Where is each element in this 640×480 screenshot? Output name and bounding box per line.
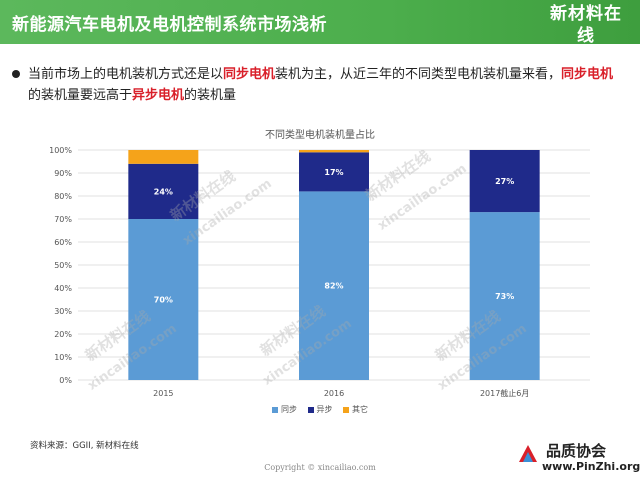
pinzhi-cn-text: 品质协会 bbox=[546, 442, 607, 460]
data-label: 27% bbox=[495, 177, 514, 186]
legend-label-async: 异步 bbox=[316, 405, 333, 414]
y-tick-label: 10% bbox=[54, 353, 72, 362]
legend-swatch-sync bbox=[271, 406, 278, 413]
chart-title: 不同类型电机装机量占比 bbox=[265, 130, 375, 141]
pinzhi-logo: 品质协会 www.PinZhi.org bbox=[516, 440, 640, 478]
y-tick-label: 20% bbox=[54, 330, 72, 339]
legend-item-async: 异步 bbox=[307, 404, 333, 415]
brand-logo: 新材料在线 xincailiao.com bbox=[542, 3, 630, 58]
bar-segment bbox=[299, 152, 369, 192]
y-tick-label: 70% bbox=[54, 215, 72, 224]
y-tick-label: 90% bbox=[54, 169, 72, 178]
highlight-sync-1: 同步电机 bbox=[223, 67, 276, 82]
bar-segment bbox=[128, 163, 199, 219]
data-label: 17% bbox=[324, 168, 343, 177]
y-tick-label: 30% bbox=[54, 307, 72, 316]
bar-segment bbox=[299, 150, 369, 153]
legend-swatch-other bbox=[343, 406, 350, 413]
legend-label-other: 其它 bbox=[352, 405, 369, 414]
legend-item-sync: 同步 bbox=[271, 404, 297, 415]
bar-segment bbox=[128, 150, 199, 164]
data-label: 82% bbox=[324, 282, 343, 291]
bar-segment bbox=[128, 219, 199, 380]
bar-segment bbox=[299, 191, 369, 380]
bullet-text-4: 的装机量 bbox=[184, 88, 237, 103]
chart-legend: 同步 异步 其它 bbox=[0, 404, 640, 415]
bullet-text-1: 当前市场上的电机装机方式还是以 bbox=[28, 67, 224, 82]
page-title: 新能源汽车电机及电机控制系统市场浅析 bbox=[12, 15, 327, 35]
bullet-text-3: 的装机量要远高于 bbox=[28, 88, 133, 103]
bullet-paragraph: 当前市场上的电机装机方式还是以同步电机装机为主，从近三年的不同类型电机装机量来看… bbox=[12, 64, 618, 106]
header-bar: 新能源汽车电机及电机控制系统市场浅析 新材料在线 xincailiao.com bbox=[0, 0, 640, 58]
bar-segment bbox=[469, 212, 540, 380]
source-note: 资料来源：GGII, 新材料在线 bbox=[30, 441, 139, 451]
data-label: 24% bbox=[154, 187, 173, 196]
bullet-dot-icon bbox=[12, 70, 20, 78]
pinzhi-emblem-icon bbox=[519, 445, 537, 462]
bullet-text-2: 装机为主，从近三年的不同类型电机装机量来看， bbox=[275, 67, 562, 82]
highlight-sync-2: 同步电机 bbox=[561, 67, 614, 82]
x-tick-label: 2016 bbox=[324, 389, 344, 398]
legend-swatch-async bbox=[307, 406, 314, 413]
y-tick-label: 50% bbox=[54, 261, 72, 270]
y-tick-label: 60% bbox=[54, 238, 72, 247]
data-label: 73% bbox=[495, 292, 514, 301]
logo-en-text: xincailiao.com bbox=[550, 47, 622, 58]
data-label: 70% bbox=[154, 296, 173, 305]
x-tick-label: 2017截止6月 bbox=[480, 388, 529, 398]
legend-label-sync: 同步 bbox=[280, 405, 297, 414]
x-tick-label: 2015 bbox=[153, 389, 173, 398]
pinzhi-url-text: www.PinZhi.org bbox=[542, 460, 640, 473]
y-tick-label: 80% bbox=[54, 192, 72, 201]
y-tick-label: 100% bbox=[49, 146, 72, 155]
bar-segment bbox=[469, 150, 540, 213]
copyright-text: Copyright © xincailiao.com bbox=[264, 463, 376, 472]
y-tick-label: 40% bbox=[54, 284, 72, 293]
highlight-async: 异步电机 bbox=[132, 88, 185, 103]
y-tick-label: 0% bbox=[59, 376, 72, 385]
legend-item-other: 其它 bbox=[343, 404, 368, 415]
logo-cn-text: 新材料在线 bbox=[550, 4, 622, 46]
